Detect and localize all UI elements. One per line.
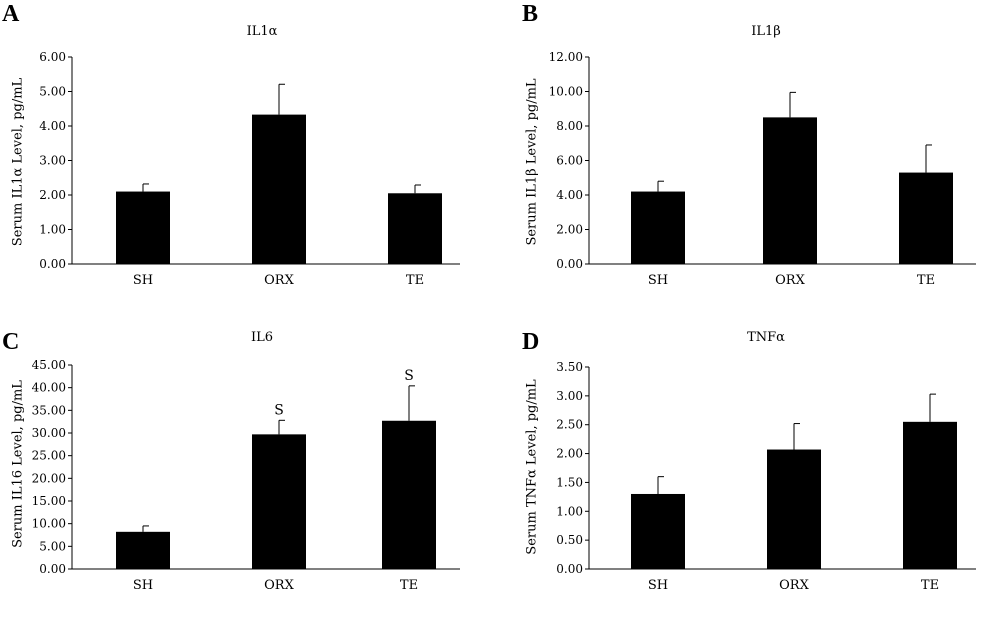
bar-sh xyxy=(116,531,170,569)
bar-sh xyxy=(116,191,170,264)
y-tick-label: 2.50 xyxy=(556,418,583,432)
panel-a: A IL1α Serum IL1α Level, pg/mL 0.00 1.00 2… xyxy=(0,0,480,300)
y-tick-label: 5.00 xyxy=(39,539,66,553)
panel-b: B IL1β Serum IL1β Level, pg/mL 0.00 2.00 4… xyxy=(516,0,996,300)
bar-te xyxy=(903,421,957,569)
x-tick-label: SH xyxy=(133,578,153,593)
y-tick-label: 35.00 xyxy=(32,403,66,417)
y-tick-label: 1.00 xyxy=(39,223,66,237)
bar-te xyxy=(899,172,953,264)
y-tick-label: 2.00 xyxy=(39,188,66,202)
panel-letter: A xyxy=(2,1,20,27)
y-tick-label: 12.00 xyxy=(549,50,583,64)
chart-title: IL1α xyxy=(246,24,278,39)
x-tick-label: TE xyxy=(406,273,424,288)
bar-chart: 0.00 1.00 2.00 3.00 4.00 5.00 6.00 SH ORX TE xyxy=(39,50,460,288)
x-tick-label: SH xyxy=(648,578,668,593)
y-tick-label: 4.00 xyxy=(556,188,583,202)
y-tick-label: 1.00 xyxy=(556,504,583,518)
panel-letter: C xyxy=(2,329,20,355)
bar-sh xyxy=(631,191,685,264)
x-tick-label: TE xyxy=(921,578,939,593)
panel-c: C IL6 Serum IL16 Level, pg/mL 0.00 5.00 10… xyxy=(0,312,480,612)
chart-title: TNFα xyxy=(747,330,785,345)
panel-letter: D xyxy=(522,329,540,355)
y-tick-label: 10.00 xyxy=(549,85,583,99)
y-tick-label: 45.00 xyxy=(32,358,66,372)
bar-orx xyxy=(763,117,817,264)
bar-chart: 0.00 2.00 4.00 6.00 8.00 10.00 12.00 SH ORX TE xyxy=(549,50,976,288)
x-tick-label: SH xyxy=(133,273,153,288)
y-tick-label: 25.00 xyxy=(32,449,66,463)
bar-te xyxy=(388,193,442,264)
y-tick-label: 6.00 xyxy=(556,154,583,168)
y-tick-label: 0.00 xyxy=(556,562,583,576)
y-tick-label: 30.00 xyxy=(32,426,66,440)
y-tick-label: 4.00 xyxy=(39,119,66,133)
y-tick-label: 3.00 xyxy=(39,154,66,168)
y-tick-label: 3.00 xyxy=(556,389,583,403)
x-tick-label: ORX xyxy=(264,578,294,593)
x-tick-label: ORX xyxy=(779,578,809,593)
y-tick-label: 1.50 xyxy=(556,475,583,489)
significance-label: S xyxy=(404,368,414,384)
bar-orx xyxy=(252,114,306,265)
y-tick-label: 6.00 xyxy=(39,50,66,64)
y-tick-label: 2.00 xyxy=(556,447,583,461)
y-tick-label: 20.00 xyxy=(32,471,66,485)
y-tick-label: 15.00 xyxy=(32,494,66,508)
y-tick-label: 0.00 xyxy=(39,562,66,576)
bar-orx xyxy=(767,449,821,569)
y-tick-label: 0.50 xyxy=(556,533,583,547)
x-tick-label: TE xyxy=(917,273,935,288)
x-tick-label: TE xyxy=(400,578,418,593)
x-tick-label: ORX xyxy=(264,273,294,288)
significance-label: S xyxy=(274,402,284,418)
bar-orx xyxy=(252,434,306,569)
x-tick-label: SH xyxy=(648,273,668,288)
y-tick-label: 8.00 xyxy=(556,119,583,133)
panel-d: D TNFα Serum TNFα Level, pg/mL 0.00 0.50 1… xyxy=(516,312,996,612)
y-tick-label: 3.50 xyxy=(556,360,583,374)
y-tick-label: 2.00 xyxy=(556,223,583,237)
y-tick-label: 10.00 xyxy=(32,517,66,531)
y-tick-label: 40.00 xyxy=(32,381,66,395)
panel-letter: B xyxy=(522,1,539,27)
bar-te xyxy=(382,420,436,569)
bar-chart: 0.00 0.50 1.00 1.50 2.00 2.50 3.00 3.50 SH ORX TE xyxy=(556,360,976,593)
x-tick-label: ORX xyxy=(775,273,805,288)
y-tick-label: 5.00 xyxy=(39,85,66,99)
bar-chart: 0.00 5.00 10.00 15.00 20.00 25.00 30.00 35.00 40… xyxy=(32,358,460,593)
chart-title: IL6 xyxy=(250,330,274,345)
bar-sh xyxy=(631,493,685,569)
chart-title: IL1β xyxy=(751,24,781,39)
y-tick-label: 0.00 xyxy=(39,257,66,271)
y-tick-label: 0.00 xyxy=(556,257,583,271)
